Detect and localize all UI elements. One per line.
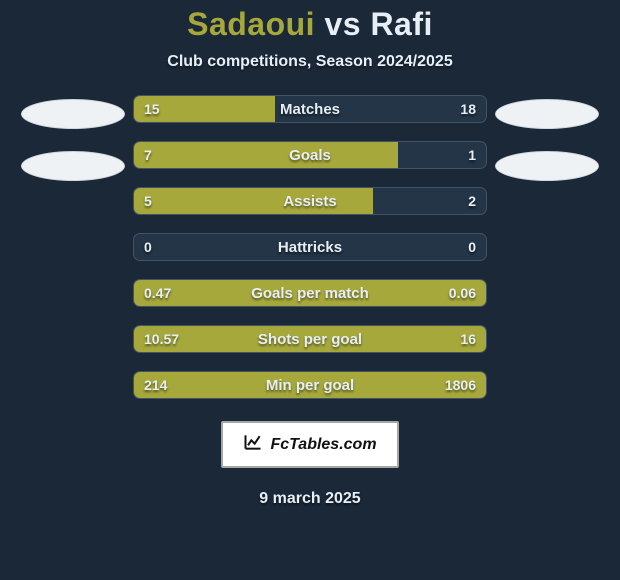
right-side-logos bbox=[487, 95, 607, 181]
fill-right bbox=[134, 372, 486, 398]
source-badge[interactable]: FcTables.com bbox=[221, 421, 398, 468]
subtitle: Club competitions, Season 2024/2025 bbox=[167, 53, 452, 71]
player2-logo-placeholder-2 bbox=[495, 151, 599, 181]
vs-text: vs bbox=[324, 6, 361, 42]
stat-bars: 1518Matches 71Goals 52Assists 0 0Hattricks 0.… bbox=[133, 95, 487, 399]
fill-left bbox=[134, 188, 373, 214]
fill-left bbox=[134, 96, 275, 122]
stat-bar: 1518Matches bbox=[133, 95, 487, 123]
stat-value-right: 0 bbox=[468, 234, 476, 260]
stat-bar: 2141806Min per goal bbox=[133, 371, 487, 399]
stat-bar: 0 0Hattricks bbox=[133, 233, 487, 261]
stat-bar: 10.5716Shots per goal bbox=[133, 325, 487, 353]
fill-right bbox=[134, 326, 486, 352]
comparison-content: 1518Matches 71Goals 52Assists 0 0Hattricks 0.… bbox=[0, 95, 620, 399]
chart-icon bbox=[243, 432, 263, 457]
page-title: Sadaoui vs Rafi bbox=[187, 6, 433, 43]
left-side-logos bbox=[13, 95, 133, 181]
player1-name: Sadaoui bbox=[187, 6, 315, 42]
player2-name: Rafi bbox=[370, 6, 432, 42]
player1-logo-placeholder bbox=[21, 99, 125, 129]
stat-value-right: 18 bbox=[460, 96, 476, 122]
stat-label: Hattricks bbox=[134, 234, 486, 260]
fill-left bbox=[134, 280, 486, 306]
player2-logo-placeholder bbox=[495, 99, 599, 129]
stat-bar: 52Assists bbox=[133, 187, 487, 215]
player1-logo-placeholder-2 bbox=[21, 151, 125, 181]
date-label: 9 march 2025 bbox=[259, 490, 360, 508]
stat-value-right: 1 bbox=[468, 142, 476, 168]
stat-bar: 71Goals bbox=[133, 141, 487, 169]
badge-text: FcTables.com bbox=[270, 436, 376, 454]
stat-value-left: 0 bbox=[144, 234, 152, 260]
fill-left bbox=[134, 142, 398, 168]
stat-bar: 0.470.06Goals per match bbox=[133, 279, 487, 307]
stat-value-right: 2 bbox=[468, 188, 476, 214]
